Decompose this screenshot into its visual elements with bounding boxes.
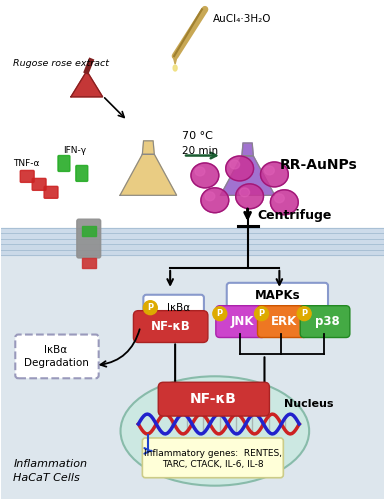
Bar [2,228,383,255]
Ellipse shape [254,306,268,320]
Ellipse shape [275,194,285,203]
Text: Inflammation
HaCaT Cells: Inflammation HaCaT Cells [13,459,87,483]
Ellipse shape [264,166,275,175]
FancyBboxPatch shape [227,283,328,308]
Text: 70 °C: 70 °C [182,130,213,140]
FancyBboxPatch shape [76,166,88,182]
Polygon shape [142,141,154,154]
Ellipse shape [121,376,309,486]
Ellipse shape [236,184,263,208]
Polygon shape [242,143,253,156]
FancyBboxPatch shape [300,306,350,338]
Text: MAPKs: MAPKs [254,289,300,302]
Polygon shape [173,56,177,64]
FancyBboxPatch shape [44,186,58,198]
Text: TNF-α: TNF-α [13,159,40,168]
FancyBboxPatch shape [216,306,266,338]
Ellipse shape [173,65,177,71]
Text: IFN-γ: IFN-γ [63,146,86,155]
Text: Rugose rose extract: Rugose rose extract [13,58,109,68]
Polygon shape [71,71,103,97]
Ellipse shape [270,190,298,214]
Text: AuCl₄·3H₂O: AuCl₄·3H₂O [213,14,271,24]
Ellipse shape [239,188,249,197]
Bar [2,2,383,245]
Ellipse shape [261,162,288,187]
Ellipse shape [201,188,229,212]
Ellipse shape [195,167,205,176]
Text: p38: p38 [315,315,340,328]
FancyBboxPatch shape [32,178,46,190]
Bar [82,258,96,268]
Ellipse shape [297,306,311,320]
Ellipse shape [230,160,239,169]
Text: 20 min: 20 min [182,146,218,156]
Polygon shape [221,156,275,196]
Ellipse shape [213,306,227,320]
Ellipse shape [205,192,215,201]
FancyBboxPatch shape [20,170,34,182]
Text: P: P [258,309,264,318]
Polygon shape [120,154,177,196]
Ellipse shape [143,300,157,314]
Bar [82,226,96,236]
Text: IκBα
Degradation: IκBα Degradation [23,345,89,368]
FancyBboxPatch shape [142,438,283,478]
Text: Inflammatory genes:  RENTES,
TARC, CTACK, IL-6, IL-8: Inflammatory genes: RENTES, TARC, CTACK,… [144,449,282,468]
Text: JNK: JNK [231,315,254,328]
Text: Centrifuge: Centrifuge [258,208,332,222]
Ellipse shape [226,156,254,181]
Text: NF-κB: NF-κB [151,320,191,333]
Text: P: P [147,303,153,312]
Ellipse shape [191,163,219,188]
FancyBboxPatch shape [15,334,99,378]
FancyBboxPatch shape [134,310,208,342]
FancyBboxPatch shape [77,219,100,258]
Text: NF-κB: NF-κB [189,392,236,406]
FancyBboxPatch shape [158,382,270,416]
FancyBboxPatch shape [143,294,204,320]
Text: IκBα: IκBα [167,302,190,312]
FancyBboxPatch shape [58,156,70,172]
FancyBboxPatch shape [258,306,307,338]
Text: ERK: ERK [271,315,298,328]
Bar [2,245,383,498]
Text: P: P [301,309,307,318]
Text: RR-AuNPs: RR-AuNPs [280,158,357,172]
Text: Nucleus: Nucleus [285,399,334,409]
Text: P: P [217,309,223,318]
